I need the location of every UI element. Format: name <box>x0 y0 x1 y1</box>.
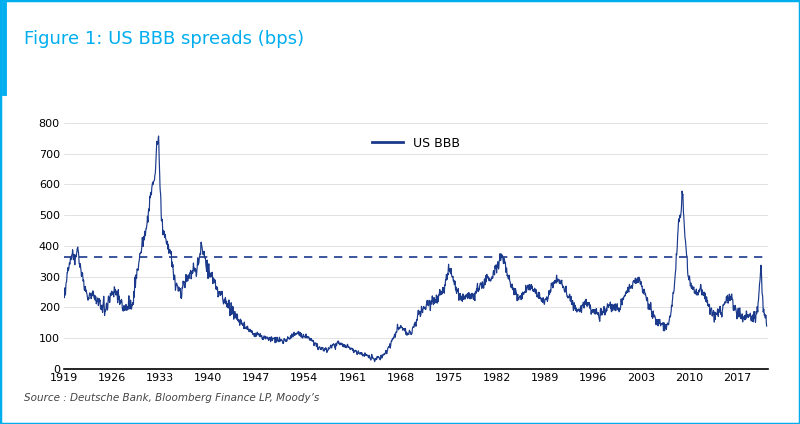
Text: Source : Deutsche Bank, Bloomberg Finance LP, Moody’s: Source : Deutsche Bank, Bloomberg Financ… <box>24 393 319 403</box>
Text: Figure 1: US BBB spreads (bps): Figure 1: US BBB spreads (bps) <box>24 30 304 47</box>
Legend: US BBB: US BBB <box>367 132 465 155</box>
